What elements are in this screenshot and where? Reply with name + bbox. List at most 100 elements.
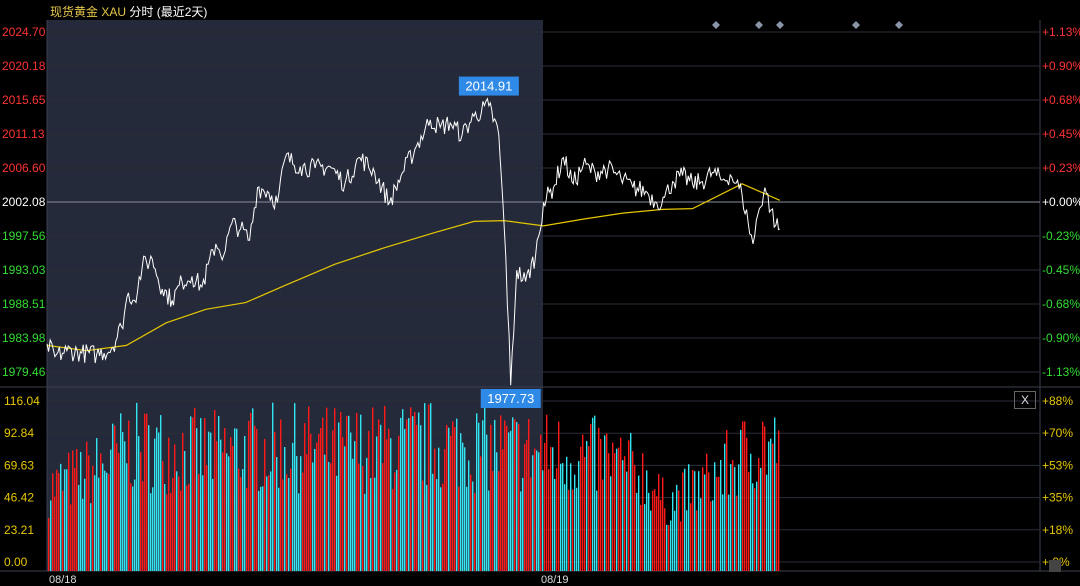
volume-bar: [372, 407, 374, 571]
volume-bar: [392, 488, 394, 571]
price-tick-label: 2024.70: [2, 25, 46, 39]
volume-bar: [680, 521, 682, 571]
volume-bar: [48, 518, 50, 571]
volume-bar: [316, 442, 318, 571]
volume-bar: [654, 489, 656, 571]
volume-bar: [506, 425, 508, 571]
volume-bar: [294, 403, 296, 571]
volume-bar: [388, 428, 390, 571]
volume-bar: [770, 438, 772, 571]
volume-bar: [304, 423, 306, 571]
volume-bar: [238, 468, 240, 571]
volume-bar: [108, 474, 110, 571]
price-line: [46, 97, 781, 386]
volume-bar: [402, 409, 404, 571]
volume-bar: [146, 413, 148, 571]
volume-bar: [414, 412, 416, 571]
volume-bar: [542, 470, 544, 571]
volume-bar: [366, 457, 368, 571]
volume-bar: [408, 418, 410, 571]
volume-bar: [122, 432, 124, 571]
volume-bar: [104, 470, 106, 571]
volume-bar: [486, 434, 488, 571]
volume-bar: [574, 474, 576, 571]
volume-bar: [722, 494, 724, 571]
percent-tick-label: +0.00%: [1042, 195, 1080, 209]
volume-bar: [324, 454, 326, 571]
time-tick-label: 08/19: [541, 574, 569, 586]
volume-bar: [466, 486, 468, 571]
volume-bar: [348, 415, 350, 571]
volume-bar: [84, 478, 86, 571]
volume-bar: [504, 420, 506, 571]
volume-bar: [110, 449, 112, 571]
volume-bar: [308, 406, 310, 571]
volume-bar: [328, 461, 330, 571]
volume-bar: [216, 441, 218, 571]
volume-bar: [154, 438, 156, 571]
volume-bar: [68, 452, 70, 571]
callout-box: [480, 389, 541, 408]
volume-bar: [350, 432, 352, 571]
volume-bar: [562, 463, 564, 571]
volume-tick-label: 92.84: [4, 426, 34, 440]
volume-bar: [626, 471, 628, 571]
callout-box: [458, 76, 519, 96]
volume-bar: [712, 500, 714, 571]
volume-bar: [596, 490, 598, 571]
volume-bar: [292, 442, 294, 571]
volume-bar: [598, 427, 600, 571]
volume-bar: [88, 455, 90, 571]
volume-bar: [168, 437, 170, 571]
volume-bar: [76, 448, 78, 571]
volume-percent-tick-label: +53%: [1042, 458, 1073, 472]
corner-resize-handle[interactable]: [1049, 560, 1061, 572]
volume-bar: [768, 441, 770, 571]
volume-bar: [774, 417, 776, 571]
price-tick-label: 1983.98: [2, 331, 46, 345]
time-tick-label: 08/18: [49, 574, 77, 586]
volume-bar: [236, 428, 238, 571]
volume-bar: [610, 476, 612, 571]
volume-bar: [342, 437, 344, 571]
volume-bar: [708, 472, 710, 571]
volume-bar: [176, 471, 178, 571]
volume-bar: [264, 438, 266, 571]
volume-bar: [452, 421, 454, 571]
volume-bar: [524, 444, 526, 571]
volume-bar: [732, 459, 734, 571]
volume-bar: [638, 475, 640, 571]
volume-bar: [200, 418, 202, 571]
close-volume-pane-button[interactable]: X: [1014, 391, 1036, 409]
volume-bar: [624, 456, 626, 571]
volume-bar: [60, 463, 62, 571]
percent-tick-label: -1.13%: [1042, 365, 1080, 379]
volume-bar: [280, 419, 282, 571]
volume-bar: [746, 437, 748, 571]
volume-bar: [736, 495, 738, 571]
volume-bar: [564, 484, 566, 571]
volume-bar: [174, 444, 176, 571]
volume-bar: [222, 452, 224, 571]
volume-bar: [468, 460, 470, 571]
volume-bar: [756, 481, 758, 571]
volume-bar: [162, 460, 164, 571]
volume-bar: [356, 412, 358, 571]
volume-bar: [278, 487, 280, 571]
volume-bar: [288, 477, 290, 571]
volume-bar: [656, 496, 658, 571]
volume-bar: [156, 427, 158, 571]
volume-bar: [74, 468, 76, 571]
volume-bar: [422, 480, 424, 571]
volume-bar: [676, 484, 678, 571]
volume-tick-label: 23.21: [4, 523, 34, 537]
volume-tick-label: 69.63: [4, 458, 34, 472]
volume-bar: [536, 450, 538, 571]
volume-bar: [778, 430, 780, 571]
volume-bar: [204, 418, 206, 571]
volume-bar: [242, 469, 244, 571]
volume-bar: [636, 492, 638, 571]
volume-bar: [102, 463, 104, 571]
volume-percent-tick-label: +35%: [1042, 491, 1073, 505]
